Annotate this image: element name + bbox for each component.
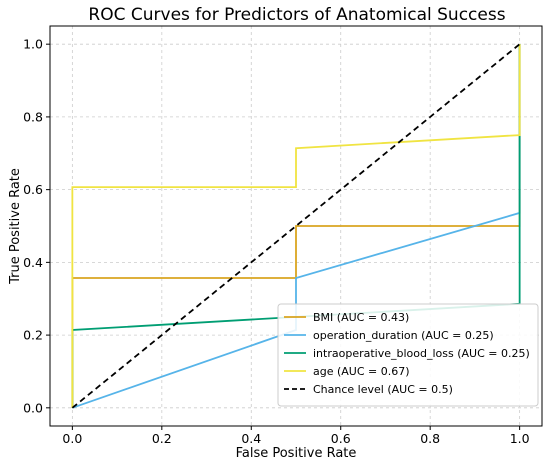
y-tick-label: 1.0	[23, 37, 43, 52]
y-ticks: 0.0 0.2 0.4 0.6 0.8 1.0	[23, 37, 50, 415]
x-tick-label: 0.8	[420, 431, 440, 446]
x-tick-label: 1.0	[510, 431, 530, 446]
legend-label-2: intraoperative_blood_loss (AUC = 0.25)	[313, 347, 530, 360]
legend: BMI (AUC = 0.43) operation_duration (AUC …	[277, 303, 539, 407]
x-tick-label: 0.0	[62, 431, 82, 446]
plot-frame	[49, 25, 543, 427]
y-tick-label: 0.0	[23, 400, 43, 415]
y-tick-label: 0.6	[23, 182, 43, 197]
y-axis-label: True Positive Rate	[8, 168, 23, 285]
legend-box	[277, 303, 539, 407]
x-tick-label: 0.2	[152, 431, 172, 446]
series-layer	[71, 43, 521, 409]
x-ticks: 0.0 0.2 0.4 0.6 0.8 1.0	[62, 426, 530, 446]
y-tick-label: 0.4	[23, 255, 43, 270]
legend-label-0: BMI (AUC = 0.43)	[313, 311, 409, 324]
series-line-3	[71, 44, 521, 408]
y-tick-label: 0.8	[23, 109, 43, 124]
x-axis-label: False Positive Rate	[236, 446, 357, 461]
legend-label-3: age (AUC = 0.67)	[313, 365, 410, 378]
x-tick-label: 0.4	[241, 431, 261, 446]
x-tick-label: 0.6	[331, 431, 351, 446]
legend-label-4: Chance level (AUC = 0.5)	[313, 383, 453, 396]
y-tick-label: 0.2	[23, 328, 43, 343]
chart-title: ROC Curves for Predictors of Anatomical …	[88, 5, 505, 25]
series-line-4	[71, 43, 521, 409]
legend-label-1: operation_duration (AUC = 0.25)	[313, 329, 494, 342]
